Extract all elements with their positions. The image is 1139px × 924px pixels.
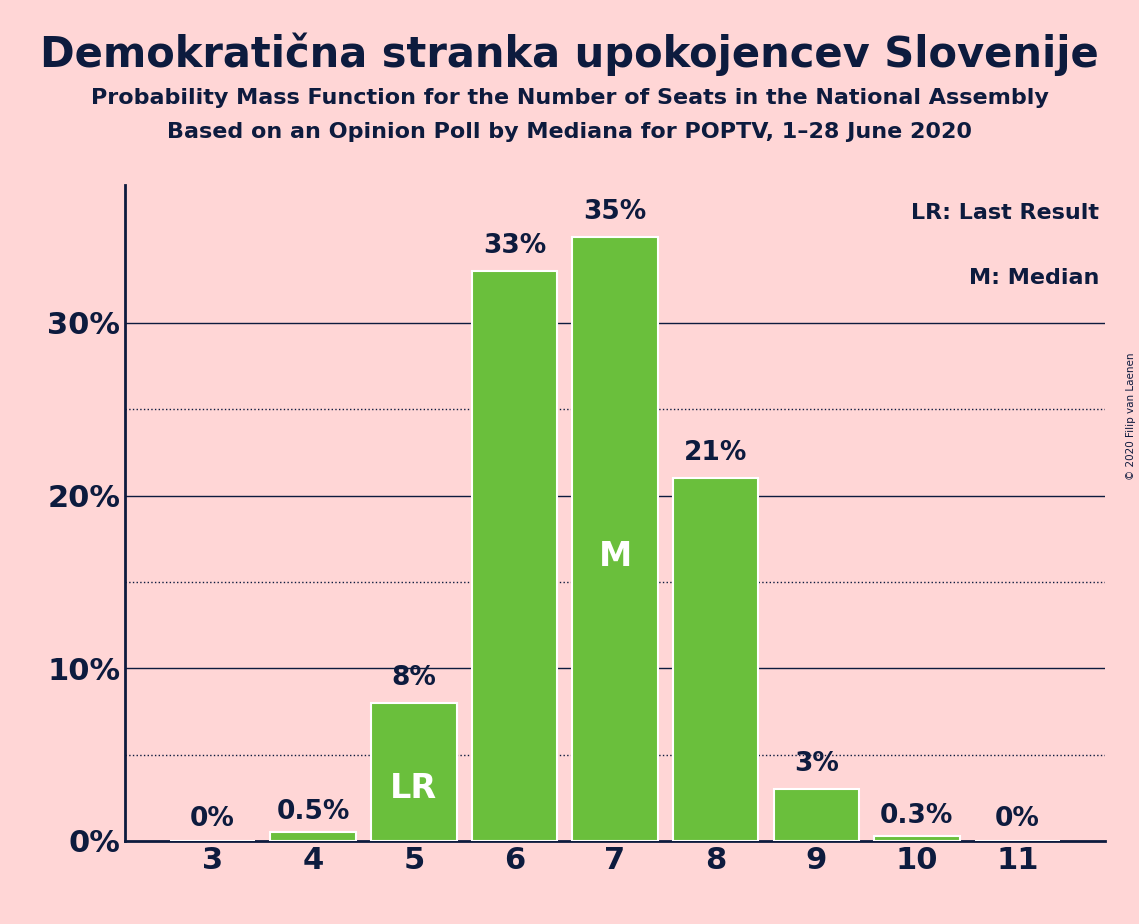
Text: 0%: 0%: [190, 807, 235, 833]
Bar: [472, 271, 557, 841]
Text: Probability Mass Function for the Number of Seats in the National Assembly: Probability Mass Function for the Number…: [91, 88, 1048, 108]
Text: Based on an Opinion Poll by Mediana for POPTV, 1–28 June 2020: Based on an Opinion Poll by Mediana for …: [167, 122, 972, 142]
Text: Demokratična stranka upokojencev Slovenije: Demokratična stranka upokojencev Sloveni…: [40, 32, 1099, 76]
Bar: [572, 237, 658, 841]
Bar: [773, 789, 859, 841]
Text: 8%: 8%: [392, 664, 436, 690]
Text: 21%: 21%: [685, 440, 747, 467]
Bar: [874, 835, 960, 841]
Bar: [673, 479, 759, 841]
Text: M: Median: M: Median: [969, 268, 1099, 288]
Text: © 2020 Filip van Laenen: © 2020 Filip van Laenen: [1126, 352, 1136, 480]
Bar: [371, 703, 457, 841]
Text: 3%: 3%: [794, 751, 838, 777]
Text: LR: Last Result: LR: Last Result: [911, 203, 1099, 224]
Text: 33%: 33%: [483, 233, 546, 259]
Text: LR: LR: [391, 772, 437, 805]
Bar: [270, 833, 357, 841]
Text: 0%: 0%: [995, 807, 1040, 833]
Text: 0.5%: 0.5%: [277, 799, 350, 825]
Text: 35%: 35%: [583, 199, 647, 225]
Text: 0.3%: 0.3%: [880, 803, 953, 829]
Text: M: M: [598, 541, 632, 574]
